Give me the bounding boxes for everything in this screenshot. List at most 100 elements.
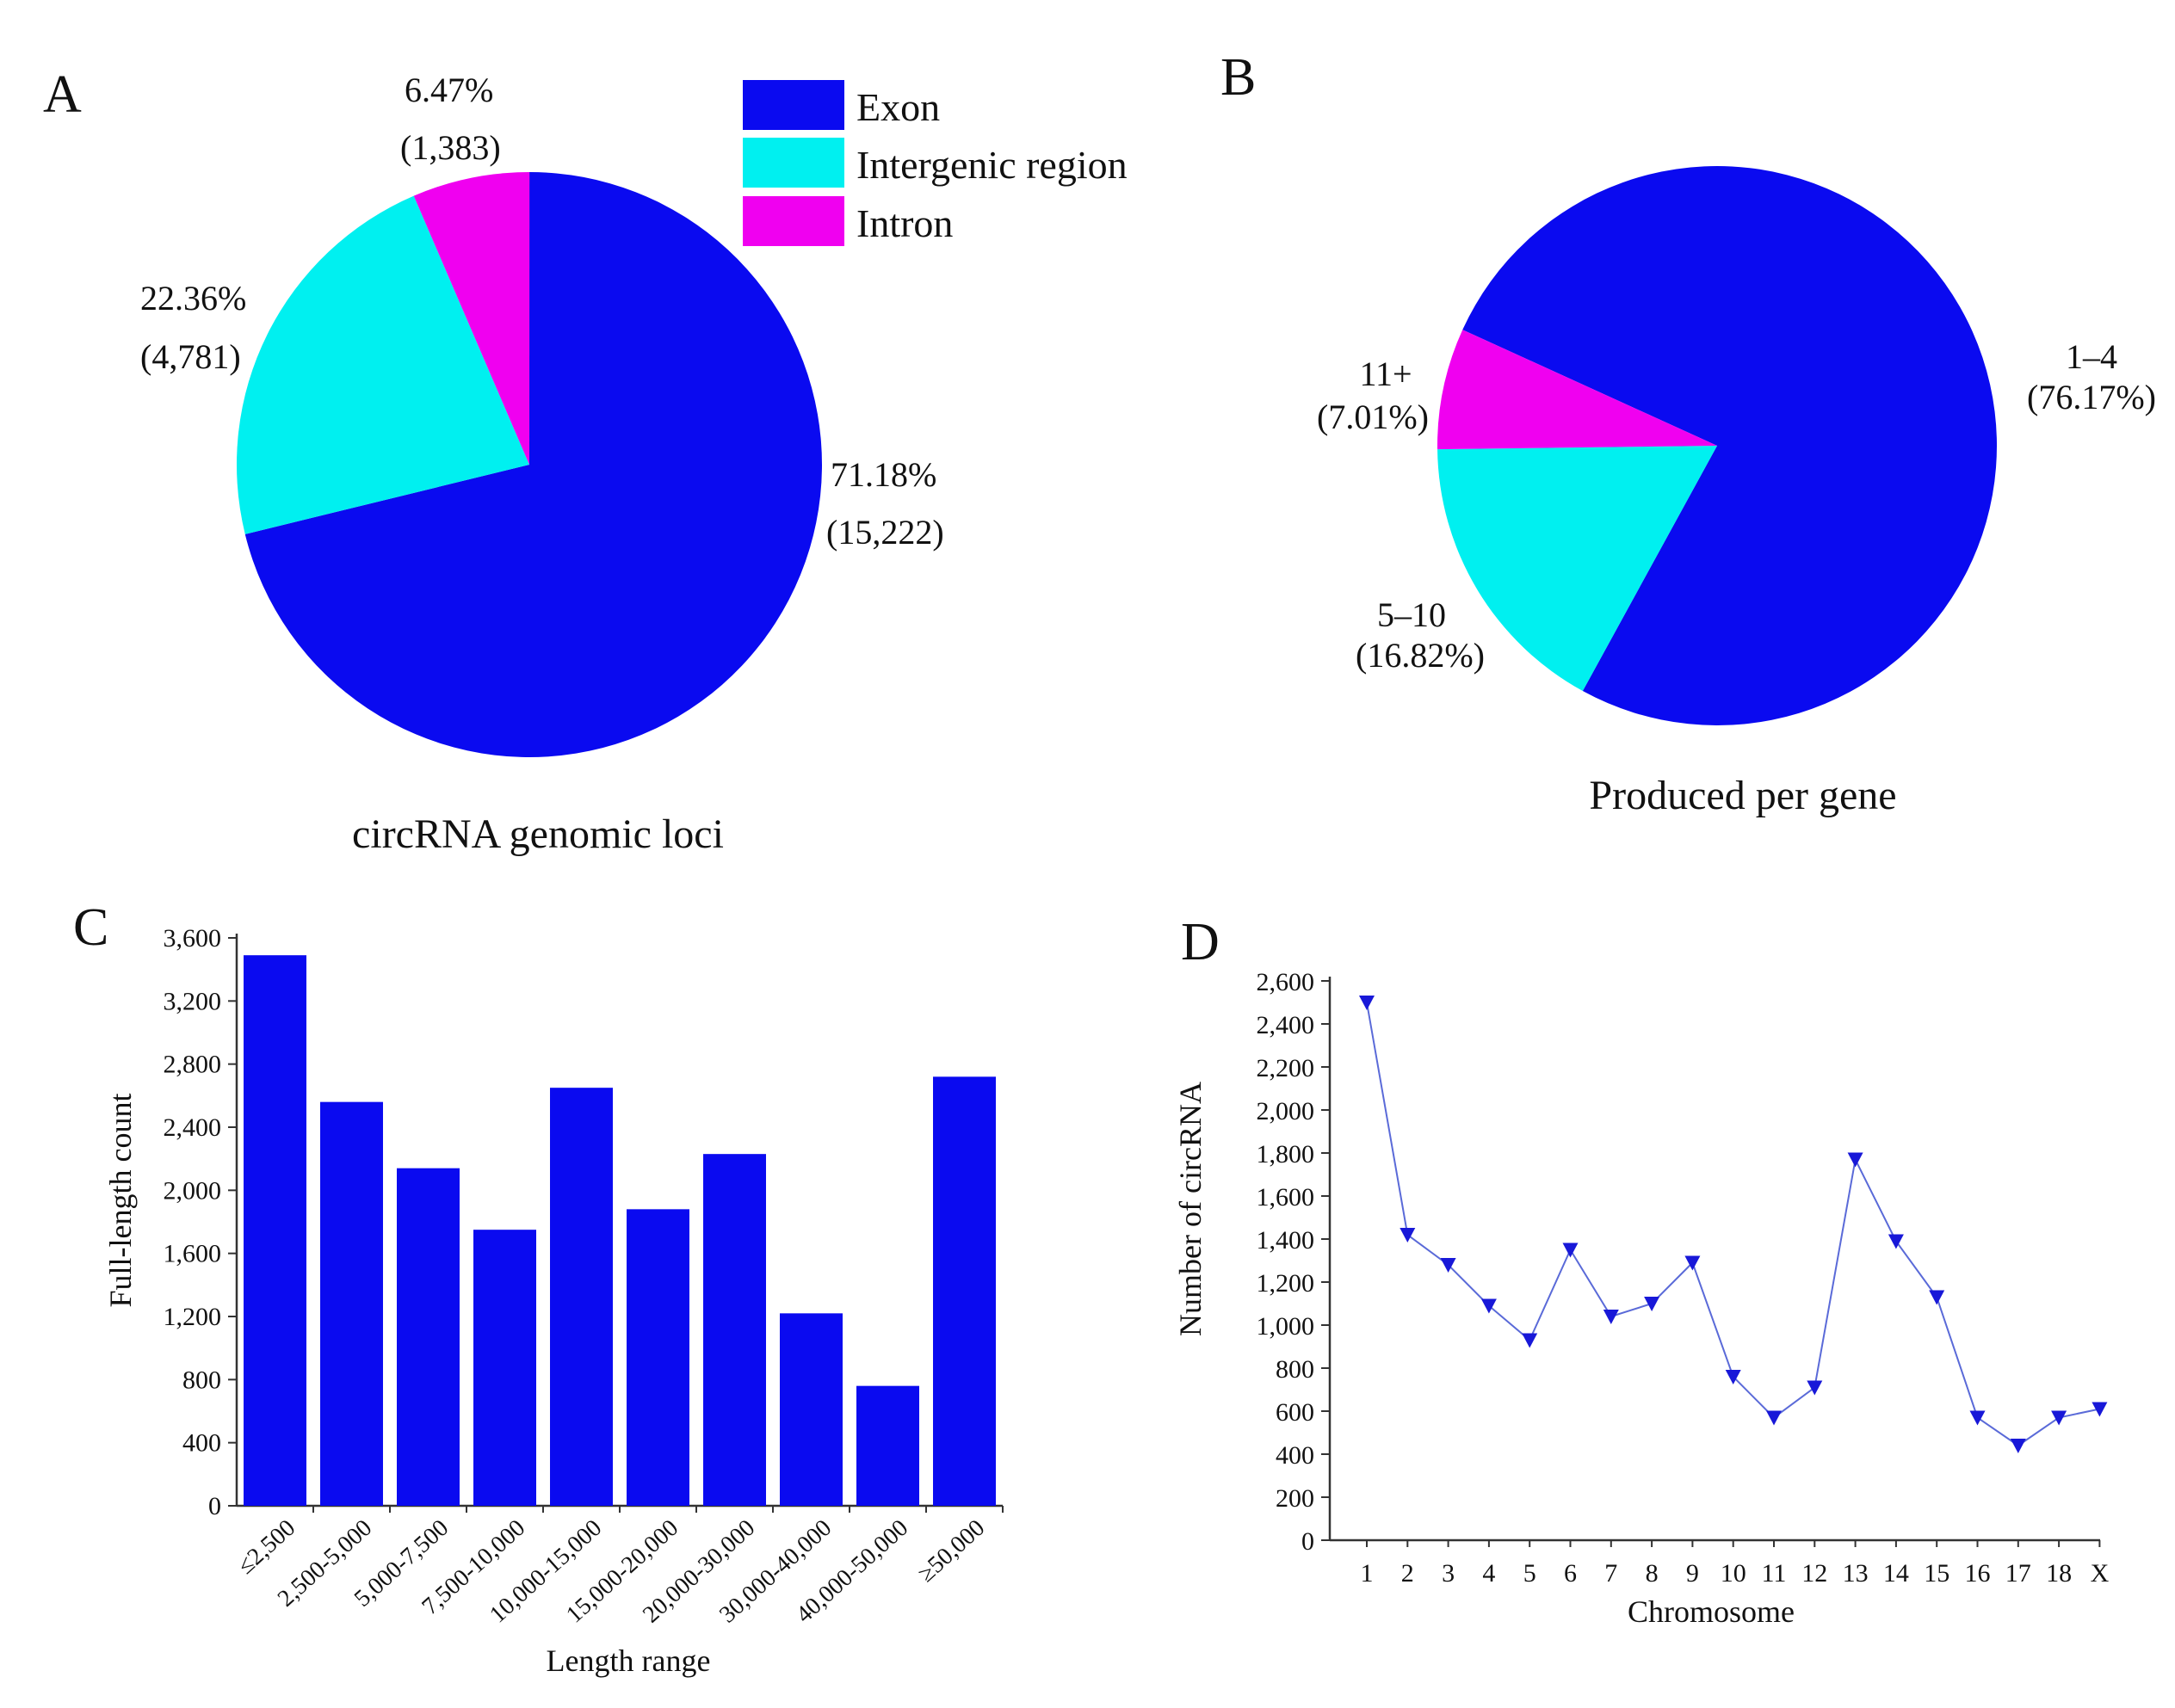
panel-b: B 1–4 (76.17%) 11+ (7.01%) 5–10 (16.82%)…	[1220, 48, 2156, 818]
panel-d: D 0 200 400 600 800 1,000 1,200 1,400 1,600 1,800…	[1173, 913, 2110, 1629]
y-axis-title-c: Full-length count	[103, 1094, 138, 1308]
pie-label-intergenic-percent: 22.36%	[140, 279, 246, 318]
pie-slice-1-4	[1462, 166, 1997, 726]
panel-letter-d: D	[1181, 913, 1220, 971]
data-point-18	[2051, 1410, 2067, 1426]
y-tick-label-d: 400	[1276, 1441, 1314, 1470]
data-point-15	[1929, 1290, 1945, 1305]
x-tick-label-d: 18	[2046, 1559, 2072, 1588]
pie-label-1-4-percent: (76.17%)	[2027, 378, 2156, 416]
pie-label-exon-percent: 71.18%	[831, 455, 936, 494]
pie-chart-a	[237, 171, 823, 757]
pie-label-1-4: 1–4	[2066, 337, 2117, 376]
x-tick-label-c: ≤2,500	[232, 1514, 300, 1579]
legend-swatch-intron	[743, 196, 844, 246]
pie-label-intron-percent: 6.47%	[405, 71, 493, 109]
data-point-17	[2010, 1439, 2026, 1453]
panel-a: A 6.47% (1,383) 22.36% (4,781) 71.18% (1…	[43, 65, 1128, 857]
pie-chart-b	[1437, 166, 1997, 726]
x-tick-label-d: 9	[1686, 1559, 1699, 1588]
bar-4	[473, 1230, 536, 1506]
data-point-14	[1888, 1234, 1904, 1249]
data-point-7	[1603, 1310, 1619, 1324]
pie-slice-11	[1437, 330, 1717, 450]
y-tick-label-d: 600	[1276, 1398, 1314, 1427]
legend-label-exon: Exon	[856, 85, 940, 129]
line-chart-d: 0 200 400 600 800 1,000 1,200 1,400 1,600 1,800 2,…	[1257, 968, 2110, 1588]
bar-5	[550, 1088, 613, 1506]
y-tick-label-d: 1,600	[1257, 1183, 1315, 1212]
y-tick-label-c: 1,600	[164, 1240, 222, 1268]
data-point-10	[1725, 1370, 1741, 1384]
pie-slice-intron	[413, 171, 530, 465]
data-point-4	[1480, 1298, 1497, 1314]
y-tick-label-d: 2,000	[1257, 1097, 1315, 1125]
x-tick-label-d: 1	[1361, 1559, 1374, 1588]
x-tick-label-d: 15	[1924, 1559, 1949, 1588]
y-axis-title-d: Number of circRNA	[1173, 1082, 1208, 1336]
bar-8	[780, 1313, 843, 1506]
y-tick-label-d: 1,000	[1257, 1312, 1315, 1341]
pie-label-intron-count: (1,383)	[400, 128, 501, 167]
data-point-9	[1684, 1255, 1701, 1271]
caption-b: Produced per gene	[1589, 773, 1896, 818]
data-point-13	[1847, 1152, 1863, 1168]
x-tick-label-d: 14	[1883, 1559, 1909, 1588]
x-tick-label-d: 17	[2005, 1559, 2031, 1588]
panel-letter-b: B	[1220, 48, 1256, 107]
pie-slice-intergenic-region	[237, 195, 529, 534]
pie-label-11plus: 11+	[1359, 355, 1412, 393]
bar-10	[933, 1076, 996, 1506]
panel-letter-a: A	[43, 65, 82, 124]
data-point-1	[1359, 996, 1375, 1010]
data-point-12	[1807, 1380, 1823, 1396]
bar-chart-c: 0 400 800 1,200 1,600 2,000 2,400 2,800 3,200 3,6…	[164, 924, 1004, 1628]
bar-6	[627, 1209, 689, 1506]
data-point-x	[2092, 1402, 2108, 1417]
y-tick-label-c: 3,600	[164, 924, 222, 953]
y-tick-label-c: 1,200	[164, 1303, 222, 1331]
pie-slice-exon	[244, 172, 823, 757]
x-tick-label-d: 16	[1965, 1559, 1991, 1588]
x-tick-label-d: 13	[1843, 1559, 1869, 1588]
pie-label-5-10: 5–10	[1377, 595, 1446, 634]
data-point-2	[1400, 1228, 1416, 1242]
x-tick-label-d: 3	[1442, 1559, 1455, 1588]
pie-label-5-10-percent: (16.82%)	[1356, 636, 1485, 675]
x-tick-label-c: ≥50,000	[913, 1514, 990, 1588]
x-tick-label-d: 5	[1523, 1559, 1536, 1588]
y-tick-label-c: 2,800	[164, 1051, 222, 1079]
x-tick-label-d: 8	[1646, 1559, 1659, 1588]
y-tick-label-c: 400	[182, 1429, 221, 1458]
y-tick-label-d: 800	[1276, 1355, 1314, 1384]
y-tick-label-c: 3,200	[164, 987, 222, 1015]
x-tick-label-d: 12	[1801, 1559, 1827, 1588]
y-tick-label-c: 800	[182, 1366, 221, 1394]
y-tick-label-c: 0	[208, 1492, 221, 1520]
x-tick-label-d: 7	[1604, 1559, 1617, 1588]
bar-2	[320, 1101, 383, 1506]
pie-slice-5-10	[1437, 446, 1717, 692]
pie-label-11plus-percent: (7.01%)	[1317, 398, 1429, 436]
pie-label-intergenic-count: (4,781)	[140, 337, 241, 376]
caption-a: circRNA genomic loci	[352, 811, 724, 857]
y-tick-label-d: 2,400	[1257, 1011, 1315, 1039]
pie-label-exon-count: (15,222)	[826, 513, 944, 552]
legend-swatch-exon	[743, 80, 844, 130]
x-tick-label-d: 4	[1482, 1559, 1495, 1588]
data-point-16	[1969, 1410, 1986, 1426]
data-point-6	[1562, 1242, 1579, 1258]
data-point-11	[1766, 1410, 1782, 1426]
data-point-5	[1522, 1333, 1538, 1348]
x-tick-label-d: 11	[1762, 1559, 1787, 1588]
x-axis-title-c: Length range	[547, 1643, 711, 1678]
legend-label-intergenic: Intergenic region	[856, 143, 1128, 187]
y-tick-label-c: 2,400	[164, 1113, 222, 1142]
y-tick-label-d: 2,200	[1257, 1054, 1315, 1082]
legend-label-intron: Intron	[856, 201, 953, 245]
x-tick-label-d: 10	[1721, 1559, 1746, 1588]
x-axis-title-d: Chromosome	[1628, 1594, 1795, 1629]
bar-3	[397, 1168, 460, 1506]
y-tick-label-d: 200	[1276, 1484, 1314, 1513]
